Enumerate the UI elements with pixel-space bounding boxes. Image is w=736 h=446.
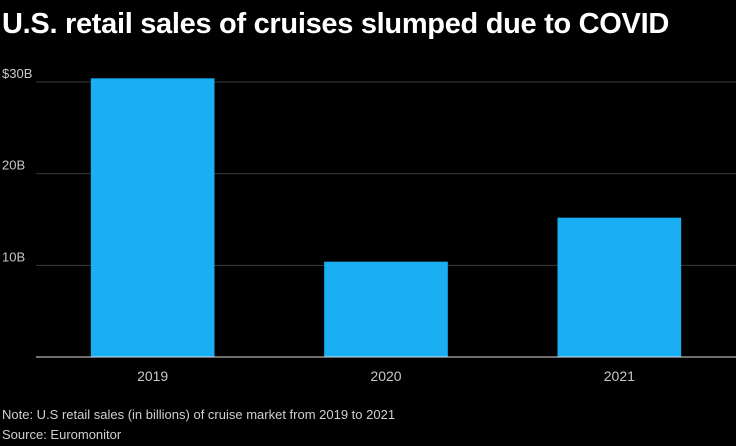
chart-title: U.S. retail sales of cruises slumped due…: [2, 8, 669, 40]
chart-note: Note: U.S retail sales (in billions) of …: [2, 407, 396, 422]
bar-chart: 10B 20B $30B 2019 2020 2021: [2, 66, 736, 384]
y-tick-label: 20B: [2, 158, 25, 173]
x-tick-label: 2021: [604, 368, 635, 384]
bar-2020: [324, 261, 448, 357]
x-tick-label: 2019: [137, 368, 168, 384]
y-tick-label: 10B: [2, 249, 25, 264]
bar-2019: [90, 78, 215, 357]
x-axis-labels: 2019 2020 2021: [137, 368, 635, 384]
chart-source: Source: Euromonitor: [2, 427, 122, 442]
x-tick-label: 2020: [370, 368, 401, 384]
y-tick-label: $30B: [2, 66, 32, 81]
bar-2021: [557, 217, 682, 357]
bars: [90, 78, 682, 357]
